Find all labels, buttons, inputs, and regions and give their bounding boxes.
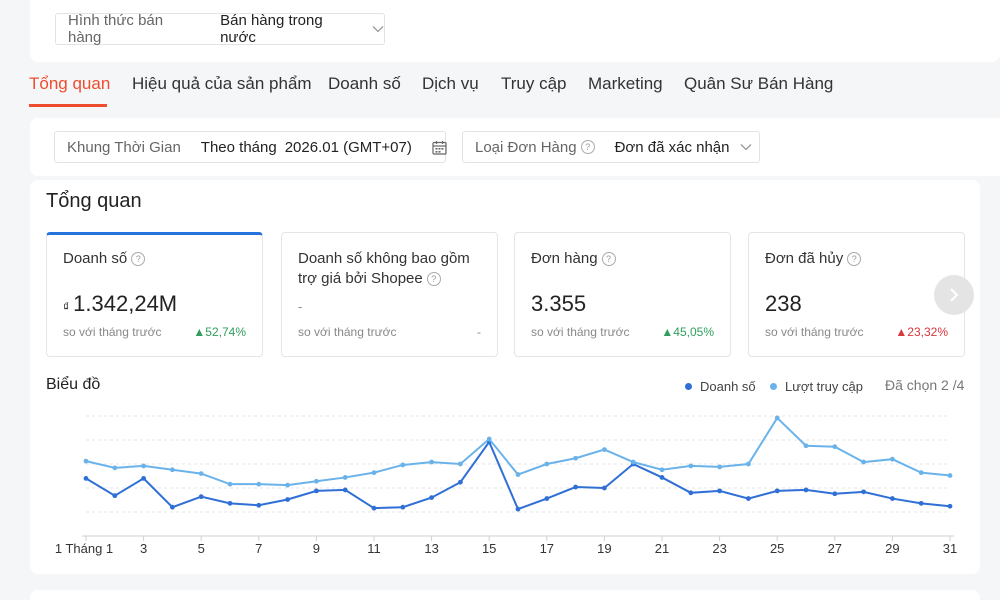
up-triangle-icon: ▲: [895, 325, 908, 339]
legend-label: Doanh số: [700, 379, 756, 394]
selected-metrics-count[interactable]: Đã chọn 2 /4: [885, 377, 965, 393]
kpi-card-sales-excl-subsidy[interactable]: Doanh số không bao gồm trợ giá bởi Shope…: [281, 232, 498, 357]
legend-item-visits[interactable]: Lượt truy cập: [770, 379, 863, 394]
kpi-compare-label: so với tháng trước: [531, 325, 630, 339]
chevron-down-icon: [740, 143, 752, 151]
tab-traffic[interactable]: Truy cập: [501, 74, 567, 93]
kpi-change-value: 23,32%: [907, 325, 948, 339]
kpi-value-wrap: ₫ 1.342,24M: [63, 291, 177, 317]
tab-sales-advisor[interactable]: Quân Sư Bán Hàng: [684, 74, 834, 93]
time-range-label: Khung Thời Gian: [67, 138, 181, 156]
time-range-value: 2026.01 (GMT+07): [284, 138, 412, 156]
chevron-right-icon: [950, 288, 959, 302]
legend-label: Lượt truy cập: [785, 379, 863, 394]
active-tab-indicator: [29, 104, 107, 107]
help-circle-icon[interactable]: ?: [847, 252, 862, 267]
time-range-picker[interactable]: Khung Thời Gian Theo tháng 2026.01 (GMT+…: [54, 131, 447, 163]
kpi-value: 1.342,24M: [73, 291, 178, 316]
currency-symbol: ₫: [63, 300, 70, 314]
kpi-card-orders[interactable]: Đơn hàng? 3.355 so với tháng trước ▲45,0…: [514, 232, 731, 357]
legend-item-sales[interactable]: Doanh số: [685, 379, 756, 394]
kpi-title: Đơn đã hủy: [765, 250, 844, 267]
sales-type-value: Bán hàng trong nước: [220, 12, 323, 46]
kpi-change: ▲23,32%: [895, 325, 948, 339]
next-section-card: [30, 590, 980, 600]
kpi-title-wrap: Doanh số không bao gồm trợ giá bởi Shope…: [298, 249, 483, 289]
order-type-select[interactable]: Loại Đơn Hàng ? Đơn đã xác nhận: [462, 131, 760, 163]
kpi-compare-label: so với tháng trước: [765, 325, 864, 339]
kpi-value: 238: [765, 291, 802, 316]
chevron-down-icon: [372, 25, 384, 33]
legend-dot: [770, 383, 777, 390]
tab-product-performance[interactable]: Hiệu quả của sản phẩm: [132, 74, 312, 93]
time-range-mode: Theo tháng: [200, 138, 277, 156]
kpi-value: 3.355: [531, 291, 587, 316]
help-circle-icon[interactable]: ?: [131, 252, 146, 267]
tab-marketing[interactable]: Marketing: [588, 74, 663, 93]
order-type-label: Loại Đơn Hàng: [475, 138, 577, 156]
kpi-change: ▲45,05%: [661, 325, 714, 339]
order-type-value: Đơn đã xác nhận: [614, 138, 730, 156]
kpi-title-wrap: Doanh số?: [63, 249, 248, 269]
kpi-title: Doanh số: [63, 250, 128, 267]
calendar-icon: [432, 140, 447, 155]
kpi-card-sales[interactable]: Doanh số? ₫ 1.342,24M so với tháng trước …: [46, 232, 263, 357]
help-circle-icon[interactable]: ?: [601, 252, 616, 267]
filter-bar: Khung Thời Gian Theo tháng 2026.01 (GMT+…: [30, 118, 1000, 176]
overview-title: Tổng quan: [46, 190, 142, 212]
kpi-change-value: 52,74%: [205, 325, 246, 339]
tab-sales[interactable]: Doanh số: [328, 74, 401, 93]
kpi-change: ▲52,74%: [193, 325, 246, 339]
kpi-value: -: [298, 299, 303, 314]
analytics-tabs: Tổng quan Hiệu quả của sản phẩm Doanh số…: [0, 62, 1000, 108]
kpi-compare-label: so với tháng trước: [298, 325, 397, 339]
help-circle-icon[interactable]: ?: [580, 140, 595, 154]
kpi-card-cancelled-orders[interactable]: Đơn đã hủy? 238 so với tháng trước ▲23,3…: [748, 232, 965, 357]
kpi-title: Doanh số không bao gồm trợ giá bởi Shope…: [298, 250, 470, 287]
kpi-change-value: -: [477, 325, 481, 339]
tab-overview[interactable]: Tổng quan: [29, 74, 111, 93]
kpi-compare-label: so với tháng trước: [63, 325, 162, 339]
legend-dot: [685, 383, 692, 390]
tab-service[interactable]: Dịch vụ: [422, 74, 479, 93]
up-triangle-icon: ▲: [661, 325, 674, 339]
chart-title: Biểu đồ: [46, 376, 101, 393]
kpi-title-wrap: Đơn hàng?: [531, 249, 716, 269]
kpi-change-value: 45,05%: [673, 325, 714, 339]
up-triangle-icon: ▲: [193, 325, 206, 339]
kpi-title-wrap: Đơn đã hủy?: [765, 249, 950, 269]
sales-type-select[interactable]: Hình thức bán hàng Bán hàng trong nước: [55, 12, 385, 46]
sales-type-label: Hình thức bán hàng: [68, 12, 164, 46]
kpi-title: Đơn hàng: [531, 250, 598, 267]
help-circle-icon[interactable]: ?: [426, 272, 441, 287]
next-cards-button[interactable]: [934, 275, 974, 315]
